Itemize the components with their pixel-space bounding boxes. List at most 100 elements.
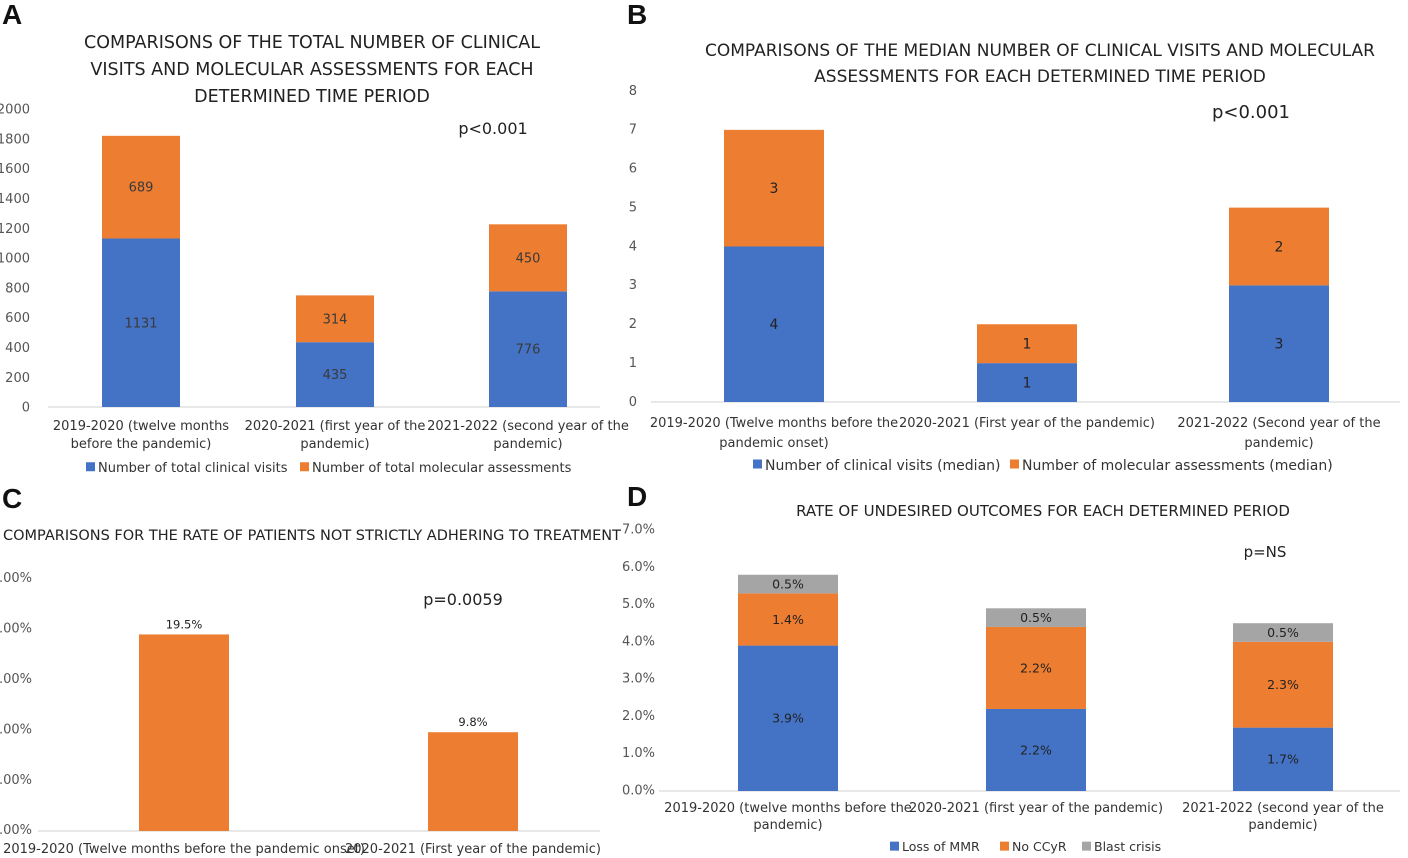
bar-segment (102, 135, 180, 239)
bar-segment (1233, 641, 1333, 728)
p-value-annotation: p=NS (1244, 543, 1287, 561)
bar-segment (1233, 727, 1333, 791)
y-tick-label: 3.0% (622, 672, 655, 687)
x-tick-label: pandemic) (1244, 436, 1313, 451)
data-label: 776 (516, 343, 541, 358)
data-label: 314 (323, 312, 348, 327)
x-tick-label: pandemic) (493, 437, 562, 452)
data-label: 3 (1275, 337, 1284, 353)
data-label: 2.2% (1020, 742, 1052, 757)
y-tick-label: 5.0% (622, 597, 655, 612)
bar-segment (977, 324, 1077, 364)
y-tick-label: 400 (5, 341, 30, 356)
y-tick-label: 800 (5, 281, 30, 296)
y-tick-label: 1 (629, 356, 637, 371)
data-label: 4 (770, 317, 779, 333)
p-value-annotation: p<0.001 (458, 119, 527, 138)
y-tick-label: 1400 (0, 192, 30, 207)
y-tick-label: 0 (22, 401, 30, 416)
panel-letter: C (2, 483, 22, 514)
y-tick-label: 200 (5, 371, 30, 386)
chart-title-line: RATE OF UNDESIRED OUTCOMES FOR EACH DETE… (796, 502, 1290, 520)
x-tick-label: pandemic) (753, 818, 822, 833)
x-tick-label: 2021-2022 (Second year of the (1177, 416, 1380, 431)
data-label: 3.9% (772, 711, 804, 726)
y-tick-label: 10.00% (0, 722, 32, 737)
data-label: 19.5% (166, 617, 203, 631)
panel-letter: A (2, 0, 22, 30)
y-tick-label: 0 (629, 395, 637, 410)
y-tick-label: 6.0% (622, 560, 655, 575)
bar-segment (102, 238, 180, 407)
bar-segment (296, 295, 374, 343)
x-tick-label: pandemic) (1248, 818, 1317, 833)
y-tick-label: 4.0% (622, 634, 655, 649)
y-tick-label: 15.00% (0, 672, 32, 687)
legend-swatch (890, 841, 899, 851)
data-label: 0.5% (1020, 610, 1052, 625)
panel-d: D RATE OF UNDESIRED OUTCOMES FOR EACH DET… (622, 481, 1400, 854)
y-tick-label: 8 (629, 84, 637, 99)
data-label: 2 (1275, 239, 1284, 255)
data-label: 689 (129, 181, 154, 196)
x-tick-label: 2020-2021 (first year of the (245, 419, 426, 434)
data-label: 450 (516, 251, 541, 266)
data-label: 2.2% (1020, 660, 1052, 675)
chart-title-line: ASSESSMENTS FOR EACH DETERMINED TIME PER… (814, 67, 1266, 87)
y-tick-label: 1800 (0, 132, 30, 147)
y-tick-label: 20.00% (0, 622, 32, 637)
y-tick-label: 0.0% (622, 784, 655, 799)
bar-segment (428, 732, 518, 831)
x-tick-label: 2019-2020 (twelve months before the (664, 801, 912, 816)
y-tick-label: 1200 (0, 222, 30, 237)
x-tick-label: before the pandemic) (71, 437, 212, 452)
bar-segment (986, 626, 1086, 709)
legend-label: Number of total molecular assessments (312, 461, 572, 476)
y-tick-label: 2.0% (622, 709, 655, 724)
bar-segment (1229, 285, 1329, 402)
legend-swatch (300, 462, 309, 472)
chart-title-line: VISITS AND MOLECULAR ASSESSMENTS FOR EAC… (90, 60, 533, 80)
y-tick-label: 4 (629, 239, 637, 254)
p-value-annotation: p=0.0059 (423, 590, 503, 609)
legend-label: Number of molecular assessments (median) (1022, 458, 1333, 474)
chart-title-line: DETERMINED TIME PERIOD (194, 87, 430, 107)
x-tick-label: 2020-2021 (First year of the pandemic) (345, 842, 601, 857)
bar-segment (1229, 207, 1329, 286)
y-tick-label: 1000 (0, 252, 30, 267)
legend-label: Loss of MMR (902, 839, 980, 854)
panel-c: C COMPARISONS FOR THE RATE OF PATIENTS NO… (0, 483, 621, 857)
legend-swatch (1010, 459, 1019, 469)
data-label: 1131 (124, 316, 157, 331)
y-tick-label: 1600 (0, 162, 30, 177)
panel-b: B COMPARISONS OF THE MEDIAN NUMBER OF CLI… (627, 0, 1400, 474)
y-tick-label: 0.00% (0, 823, 32, 838)
bar-segment (977, 363, 1077, 402)
data-label: 2.3% (1267, 677, 1299, 692)
legend-swatch (753, 459, 762, 469)
y-tick-label: 3 (629, 278, 637, 293)
bar-segment (724, 129, 824, 247)
data-label: 1.4% (772, 612, 804, 627)
data-label: 435 (323, 368, 348, 383)
data-label: 1 (1023, 375, 1032, 391)
panel-letter: B (627, 0, 647, 30)
bar-segment (296, 342, 374, 407)
y-tick-label: 2000 (0, 103, 30, 118)
chart-title-line: COMPARISONS FOR THE RATE OF PATIENTS NOT… (3, 528, 621, 544)
bar-segment (1233, 623, 1333, 642)
data-label: 1.7% (1267, 752, 1299, 767)
bar-segment (986, 708, 1086, 791)
y-tick-label: 7.0% (622, 523, 655, 538)
bar-segment (986, 608, 1086, 627)
y-tick-label: 1.0% (622, 746, 655, 761)
bar-segment (489, 291, 567, 407)
legend-label: Number of total clinical visits (98, 461, 288, 476)
y-tick-label: 5.00% (0, 773, 32, 788)
data-label: 0.5% (1267, 625, 1299, 640)
data-label: 0.5% (772, 576, 804, 591)
x-tick-label: 2020-2021 (First year of the pandemic) (899, 416, 1155, 431)
legend-swatch (1082, 841, 1091, 851)
y-tick-label: 5 (629, 200, 637, 215)
